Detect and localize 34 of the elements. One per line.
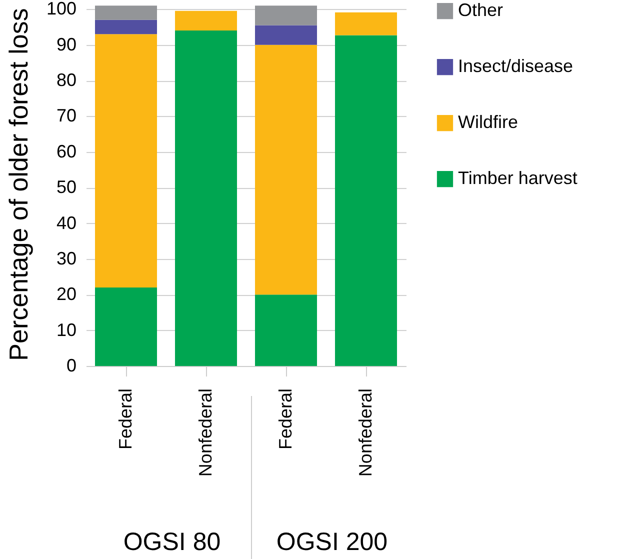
bar: [335, 35, 397, 366]
legend-label: Other: [458, 0, 504, 20]
bar: [95, 287, 157, 366]
y-tick-label: 70: [56, 106, 76, 126]
bar: [255, 44, 317, 295]
y-tick-label: 90: [56, 34, 76, 54]
y-tick-label: 50: [56, 177, 76, 198]
bar: [335, 12, 397, 36]
bar: [175, 10, 237, 31]
y-tick-label: 40: [56, 212, 76, 233]
bar: [95, 6, 157, 20]
x-tick-label: Nonfederal: [356, 388, 376, 477]
bar: [95, 20, 157, 34]
bar: [255, 6, 317, 26]
y-tick-label: 60: [56, 141, 76, 162]
x-tick-label: Federal: [116, 388, 136, 450]
bar: [255, 25, 317, 45]
text: OGSI 80: [122, 528, 222, 557]
y-tick-label: 20: [56, 284, 76, 304]
y-tick-label: 30: [56, 248, 76, 268]
bar: [95, 34, 157, 288]
legend-label: Insect/disease: [458, 56, 574, 76]
legend-label: Timber harvest: [458, 168, 578, 188]
y-tick-label: 0: [66, 356, 76, 376]
bar: [255, 294, 317, 366]
y-tick-label: 100: [46, 0, 76, 19]
y-tick-label: 80: [56, 70, 76, 90]
legend-label: Wildfire: [458, 112, 518, 132]
bar: [175, 30, 237, 366]
y-axis-title: Percentage of older forest loss: [3, 8, 34, 361]
text: OGSI 200: [275, 528, 389, 557]
x-tick-label: Federal: [276, 388, 296, 450]
y-tick-label: 10: [56, 320, 76, 340]
x-tick-label: Nonfederal: [196, 388, 216, 477]
